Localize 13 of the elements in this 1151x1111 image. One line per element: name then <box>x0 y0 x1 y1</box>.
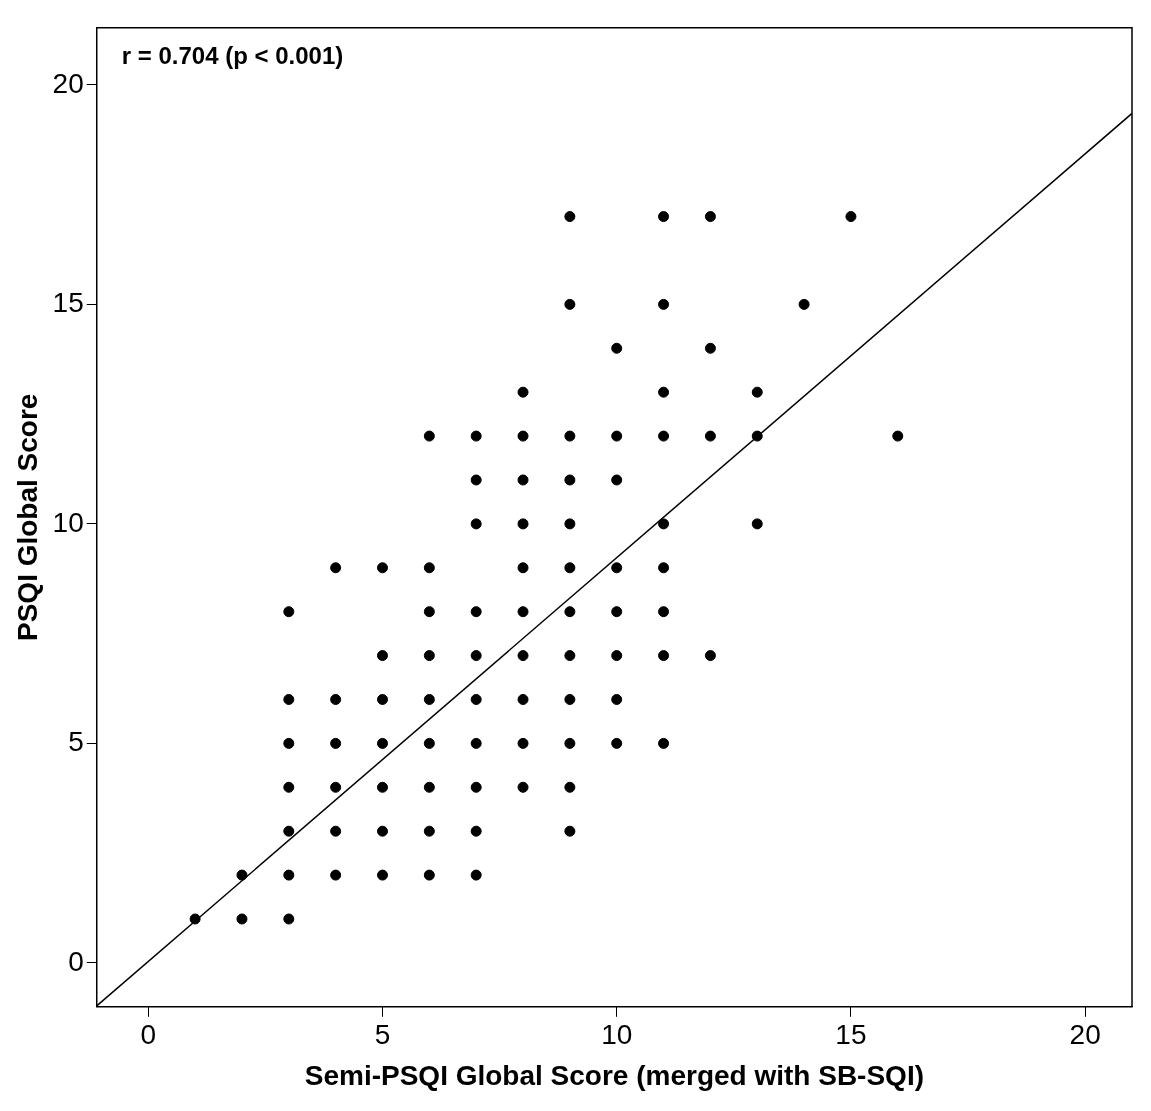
y-tick-label: 20 <box>52 67 84 99</box>
x-tick-label: 0 <box>140 1019 157 1051</box>
y-tick-label: 5 <box>68 726 84 758</box>
x-tick-label: 15 <box>835 1019 867 1051</box>
x-axis-title: Semi-PSQI Global Score (merged with SB-SQI) <box>304 1059 924 1091</box>
x-tick-label: 20 <box>1069 1019 1101 1051</box>
annotation: r = 0.704 (p < 0.001) <box>121 42 344 70</box>
y-tick-label: 10 <box>52 506 84 538</box>
x-tick-label: 5 <box>374 1019 391 1051</box>
y-axis-title: PSQI Global Score <box>11 393 43 641</box>
y-tick-label: 0 <box>68 945 84 977</box>
y-tick-label: 15 <box>52 287 84 319</box>
x-tick-label: 10 <box>601 1019 633 1051</box>
